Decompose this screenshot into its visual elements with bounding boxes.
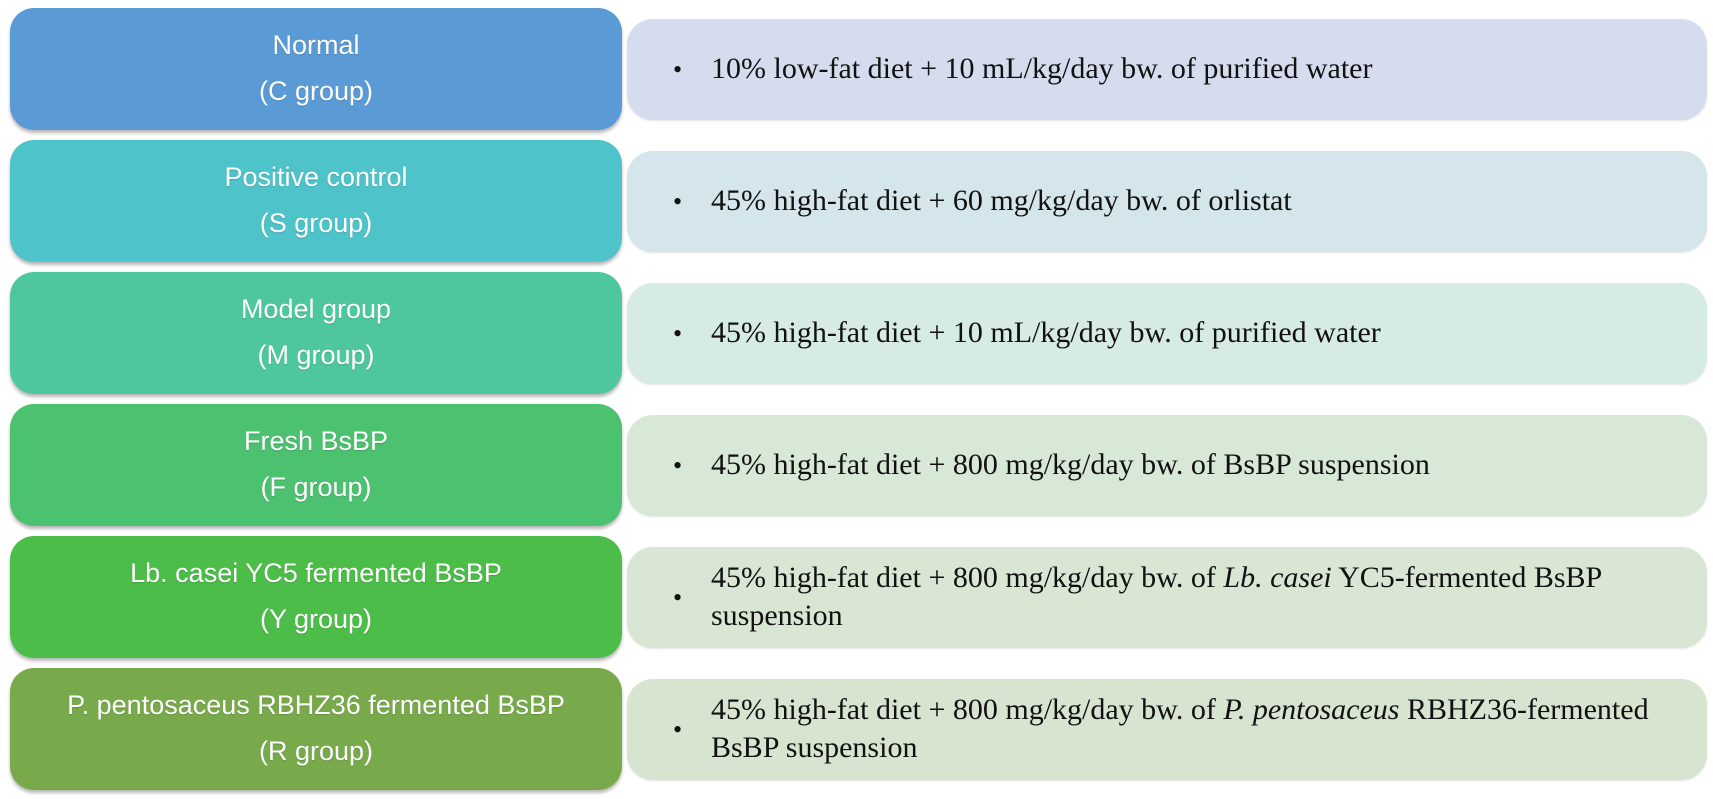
experimental-group-row: P. pentosaceus RBHZ36 fermented BsBP (R … [0, 668, 1713, 790]
group-box-lb-casei-fermented: Lb. casei YC5 fermented BsBP (Y group) [10, 536, 622, 658]
group-code: (C group) [258, 76, 374, 106]
group-name: Model group [240, 294, 392, 325]
group-code: (Y group) [259, 604, 373, 634]
experimental-group-row: Lb. casei YC5 fermented BsBP (Y group) •… [0, 536, 1713, 658]
group-box-model: Model group (M group) [10, 272, 622, 394]
group-description: 45% high-fat diet + 800 mg/kg/day bw. of… [711, 560, 1602, 632]
bullet-icon: • [673, 187, 683, 216]
group-name: Normal [272, 30, 360, 61]
group-box-p-pentosaceus-fermented: P. pentosaceus RBHZ36 fermented BsBP (R … [10, 668, 622, 790]
group-description-panel: • 45% high-fat diet + 800 mg/kg/day bw. … [627, 678, 1707, 780]
bullet-icon: • [673, 319, 683, 348]
bullet-icon: • [673, 451, 683, 480]
experimental-group-row: Normal (C group) • 10% low-fat diet + 10… [0, 8, 1713, 130]
group-description: 45% high-fat diet + 800 mg/kg/day bw. of… [711, 447, 1430, 481]
group-description-panel: • 45% high-fat diet + 800 mg/kg/day bw. … [627, 546, 1707, 648]
group-code: (R group) [258, 736, 374, 766]
group-box-positive-control: Positive control (S group) [10, 140, 622, 262]
group-description-panel: • 45% high-fat diet + 800 mg/kg/day bw. … [627, 414, 1707, 516]
bullet-icon: • [673, 583, 683, 612]
group-code: (M group) [257, 340, 375, 370]
group-description: 10% low-fat diet + 10 mL/kg/day bw. of p… [711, 51, 1373, 85]
group-name: Lb. casei YC5 fermented BsBP [130, 558, 502, 589]
group-name: Positive control [224, 162, 408, 193]
group-name: Fresh BsBP [243, 426, 389, 457]
group-code: (S group) [259, 208, 373, 238]
bullet-icon: • [673, 55, 683, 84]
group-description-panel: • 45% high-fat diet + 10 mL/kg/day bw. o… [627, 282, 1707, 384]
group-description-panel: • 10% low-fat diet + 10 mL/kg/day bw. of… [627, 18, 1707, 120]
group-description-panel: • 45% high-fat diet + 60 mg/kg/day bw. o… [627, 150, 1707, 252]
group-code: (F group) [260, 472, 372, 502]
experimental-group-row: Fresh BsBP (F group) • 45% high-fat diet… [0, 404, 1713, 526]
group-box-normal: Normal (C group) [10, 8, 622, 130]
group-description: 45% high-fat diet + 10 mL/kg/day bw. of … [711, 315, 1381, 349]
experimental-group-row: Positive control (S group) • 45% high-fa… [0, 140, 1713, 262]
group-name: P. pentosaceus RBHZ36 fermented BsBP [67, 690, 565, 721]
group-box-fresh-bsbp: Fresh BsBP (F group) [10, 404, 622, 526]
group-description: 45% high-fat diet + 800 mg/kg/day bw. of… [711, 692, 1649, 764]
group-description: 45% high-fat diet + 60 mg/kg/day bw. of … [711, 183, 1292, 217]
bullet-icon: • [673, 715, 683, 744]
experimental-group-row: Model group (M group) • 45% high-fat die… [0, 272, 1713, 394]
